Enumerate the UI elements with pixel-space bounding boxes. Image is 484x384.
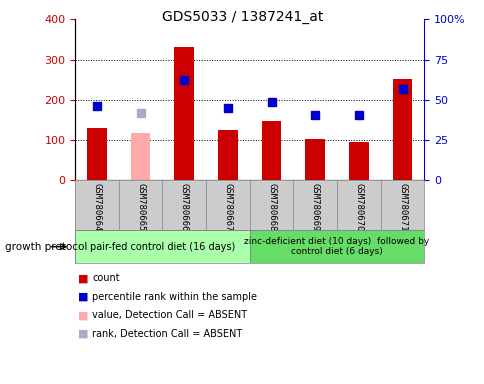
Bar (131, 133, 150, 180)
Text: GSM780665: GSM780665 (136, 183, 145, 231)
Text: growth protocol: growth protocol (5, 242, 87, 252)
Text: pair-fed control diet (16 days): pair-fed control diet (16 days) (90, 242, 235, 252)
Text: GSM780670: GSM780670 (354, 183, 363, 231)
Bar (174, 48, 194, 180)
Bar (392, 79, 411, 180)
Bar (305, 139, 324, 180)
Bar (218, 130, 237, 180)
Text: ■: ■ (77, 273, 88, 283)
Text: value, Detection Call = ABSENT: value, Detection Call = ABSENT (92, 310, 247, 320)
Bar (75, 230, 249, 263)
Text: count: count (92, 273, 120, 283)
Bar (348, 142, 368, 180)
Text: ■: ■ (77, 329, 88, 339)
Text: zinc-deficient diet (10 days)  followed by
control diet (6 days): zinc-deficient diet (10 days) followed b… (244, 237, 429, 257)
Text: GSM780664: GSM780664 (92, 183, 101, 231)
Text: ■: ■ (77, 292, 88, 302)
Text: GSM780671: GSM780671 (397, 183, 406, 231)
Bar (261, 121, 281, 180)
Bar (249, 230, 424, 263)
Text: GSM780667: GSM780667 (223, 183, 232, 231)
Text: rank, Detection Call = ABSENT: rank, Detection Call = ABSENT (92, 329, 242, 339)
Text: ■: ■ (77, 310, 88, 320)
Text: GDS5033 / 1387241_at: GDS5033 / 1387241_at (162, 10, 322, 23)
Text: GSM780669: GSM780669 (310, 183, 319, 231)
Bar (87, 128, 106, 180)
Text: GSM780666: GSM780666 (180, 183, 188, 231)
Text: percentile rank within the sample: percentile rank within the sample (92, 292, 257, 302)
Text: GSM780668: GSM780668 (267, 183, 275, 231)
